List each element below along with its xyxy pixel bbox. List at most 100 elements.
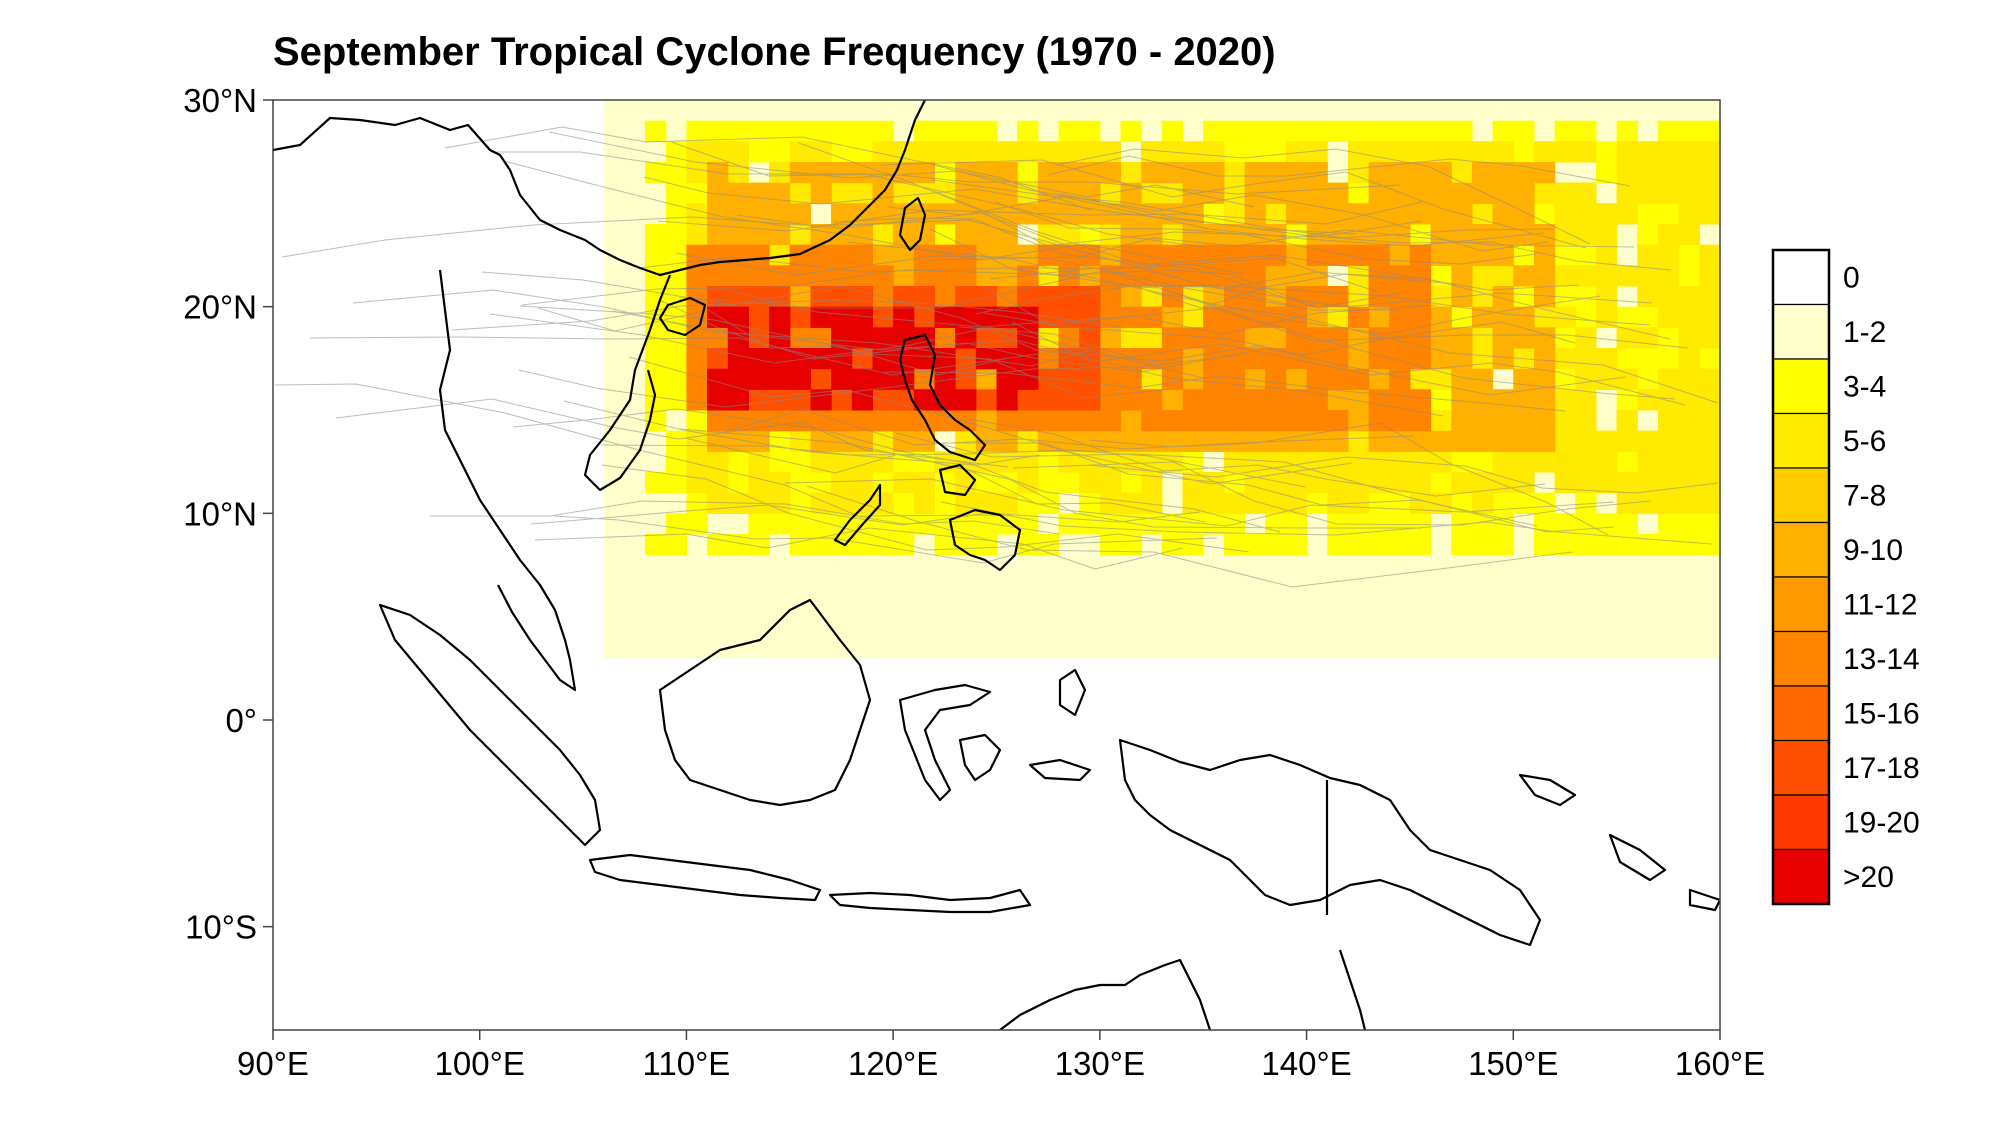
frequency-cell [1223,100,1246,122]
frequency-cell [1161,244,1184,266]
frequency-cell [831,286,853,308]
frequency-cell [1430,616,1452,638]
frequency-cell [831,306,853,328]
frequency-cell [1306,100,1328,122]
frequency-cell [810,244,832,266]
x-tick-label: 140°E [1261,1045,1351,1082]
legend-swatch [1772,303,1830,360]
frequency-cell [707,182,729,204]
frequency-cell [1554,616,1576,638]
frequency-cell [1575,575,1597,597]
frequency-cell [831,203,853,225]
frequency-cell [1017,286,1039,308]
frequency-cell [1575,430,1597,452]
frequency-cell [1658,327,1680,349]
frequency-cell [1554,534,1576,556]
frequency-cell [603,286,625,308]
frequency-cell [603,534,625,556]
frequency-cell [1058,203,1080,225]
frequency-cell [1306,616,1328,638]
frequency-cell [996,596,1018,618]
frequency-cell [1596,182,1618,204]
frequency-cell [624,575,646,597]
frequency-cell [1141,389,1163,411]
frequency-cell [1699,575,1720,597]
frequency-cell [1471,637,1494,659]
frequency-cell [1285,637,1308,659]
frequency-cell [1120,637,1142,659]
frequency-cell [1120,306,1142,328]
frequency-cell [1327,120,1349,142]
frequency-cell [1120,554,1142,576]
frequency-cell [1223,162,1246,184]
frequency-cell [1327,327,1349,349]
frequency-cell [1120,616,1142,638]
frequency-cell [665,492,687,514]
frequency-cell [1534,244,1556,266]
frequency-cell [810,120,832,142]
frequency-cell [1058,596,1080,618]
frequency-cell [1554,430,1576,452]
frequency-cell [1492,141,1514,163]
frequency-cell [1637,575,1659,597]
legend-label: >20 [1843,861,1894,894]
frequency-cell [1327,224,1349,246]
legend-label: 7-8 [1843,479,1886,512]
frequency-cell [1203,596,1225,618]
frequency-cell [1099,141,1122,163]
frequency-cell [624,120,646,142]
frequency-cell [1637,224,1659,246]
frequency-cell [789,265,811,287]
frequency-cell [1554,451,1576,473]
frequency-cell [1368,244,1390,266]
frequency-cell [1347,286,1370,308]
y-tick-label: 0° [225,702,257,739]
frequency-cell [1699,141,1720,163]
coastline-sumatra [378,603,602,847]
frequency-cell [934,368,956,390]
cyclone-track [1012,461,1652,526]
frequency-cell [1306,368,1328,390]
frequency-cell [1037,472,1059,494]
frequency-cell [1265,534,1287,556]
frequency-cell [913,575,935,597]
frequency-cell [665,410,687,432]
frequency-cell [1079,637,1101,659]
frequency-cell [1203,244,1225,266]
cyclone-track [940,501,1713,545]
frequency-cell [1699,596,1720,618]
frequency-cell [1327,368,1349,390]
frequency-cell [748,265,770,287]
frequency-cell [748,244,770,266]
cyclone-track [670,141,1402,195]
frequency-cell [1265,368,1287,390]
frequency-cell [1120,472,1142,494]
frequency-cell [603,348,625,370]
frequency-cell [624,224,646,246]
frequency-cell [1534,637,1556,659]
frequency-cell [707,410,729,432]
frequency-cell [1616,286,1638,308]
frequency-cell [1058,327,1080,349]
frequency-cell [1554,162,1576,184]
frequency-cell [1409,368,1432,390]
frequency-cell [1596,100,1618,122]
frequency-cell [1017,451,1039,473]
cyclone-tracks [274,126,1719,588]
coastline-mindanao [948,508,1022,572]
frequency-cell [893,596,915,618]
frequency-cell [1182,327,1204,349]
frequency-cell [1471,100,1494,122]
frequency-cell [1285,224,1308,246]
frequency-cell [872,554,894,576]
frequency-cell [934,596,956,618]
coastline-hainan [658,296,707,337]
frequency-cell [1389,141,1411,163]
frequency-cell [1265,472,1287,494]
frequency-cell [1616,224,1638,246]
frequency-cell [1451,162,1473,184]
frequency-cell [1678,554,1700,576]
frequency-cell [893,348,915,370]
frequency-cell [1492,451,1514,473]
frequency-cell [1596,616,1618,638]
